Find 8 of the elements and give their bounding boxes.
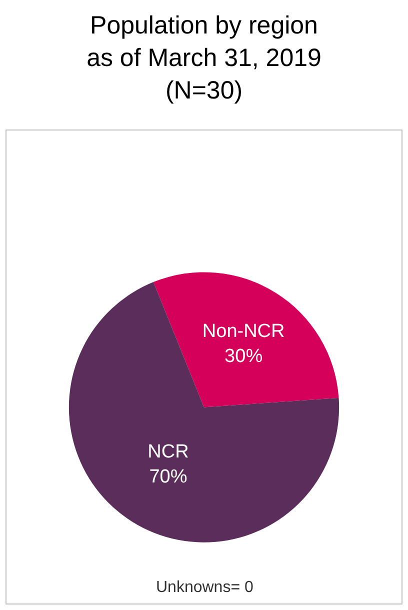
data-label: 30% xyxy=(224,346,263,367)
pie-slice xyxy=(153,272,339,408)
slice-label: Non-NCR xyxy=(202,321,285,342)
slice-label: NCR xyxy=(148,442,189,463)
text: Unknowns= 0 xyxy=(156,579,254,596)
data-label: 70% xyxy=(149,466,188,488)
pie-slice xyxy=(68,282,339,542)
chart-title: Population by region as of March 31, 2019 (N=30) xyxy=(86,12,322,105)
